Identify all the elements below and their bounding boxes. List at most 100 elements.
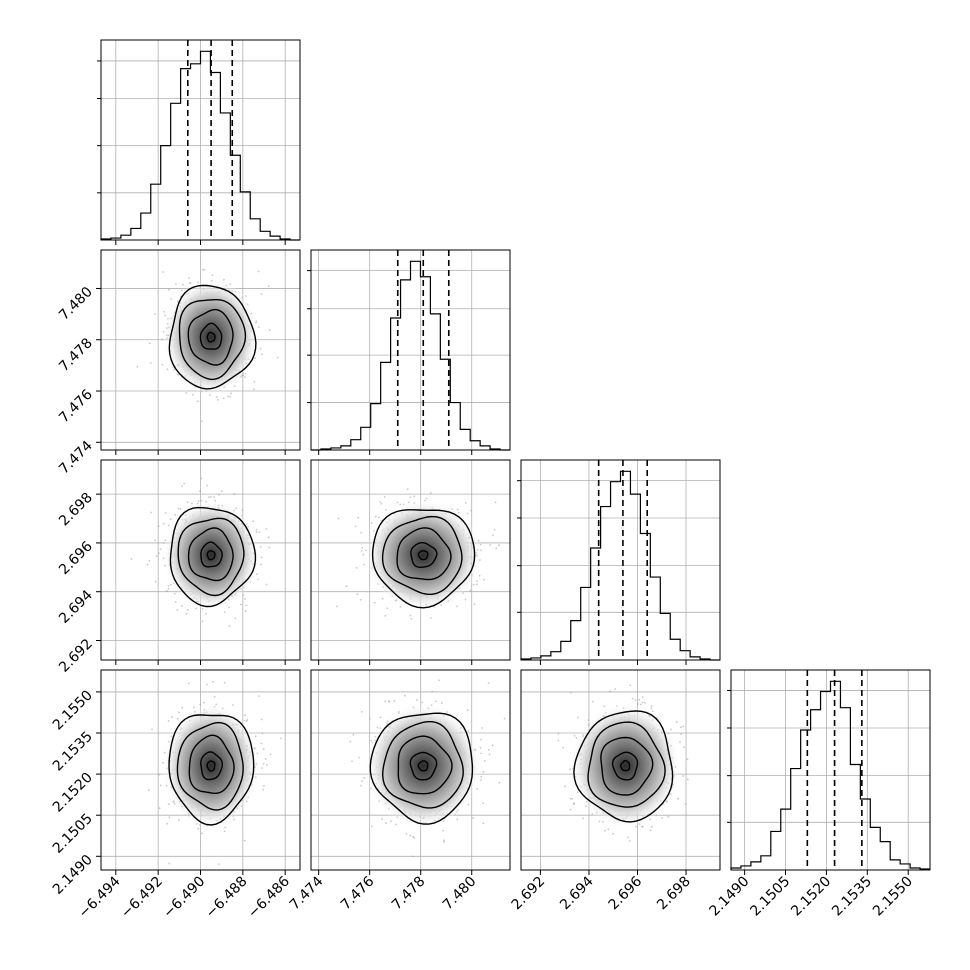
x-tick-label: −6.494 <box>76 873 124 921</box>
sample-point <box>220 490 223 493</box>
sample-point <box>628 840 631 842</box>
sample-point <box>234 617 237 620</box>
sample-point <box>429 492 432 494</box>
sample-point <box>162 522 165 525</box>
sample-point <box>409 614 412 617</box>
sample-point <box>206 683 208 686</box>
density-contour <box>200 751 224 781</box>
sample-point <box>223 830 226 833</box>
sample-point <box>381 597 384 600</box>
sample-point <box>216 399 219 401</box>
sample-point <box>680 726 682 728</box>
sample-point <box>358 756 361 759</box>
sample-point <box>155 555 158 558</box>
sample-point <box>374 515 377 518</box>
sample-point <box>675 721 678 724</box>
sample-point <box>158 773 161 776</box>
sample-point <box>638 698 640 701</box>
sample-point <box>472 817 474 819</box>
sample-point <box>604 829 606 832</box>
density-contour <box>206 760 216 772</box>
sample-point <box>360 550 363 552</box>
x-tick-label: 2.696 <box>606 873 646 913</box>
sample-point <box>498 781 501 784</box>
sample-point <box>482 802 484 805</box>
sample-point <box>167 524 170 527</box>
density-contour <box>178 299 247 381</box>
sample-point <box>162 271 165 273</box>
sample-point <box>261 767 263 769</box>
sample-point <box>557 732 560 735</box>
density-contour <box>187 308 234 366</box>
density-contour <box>168 714 255 826</box>
y-tick-label: 2.1490 <box>50 852 96 898</box>
panel-frame <box>310 459 511 661</box>
panel-frame <box>310 249 511 451</box>
sample-point <box>261 353 263 356</box>
sample-point <box>264 757 267 760</box>
sample-point <box>493 529 496 531</box>
sample-point <box>191 393 194 396</box>
sample-point <box>683 746 685 749</box>
sample-point <box>371 825 373 828</box>
sample-point <box>255 531 258 533</box>
sample-point <box>217 863 220 865</box>
sample-point <box>200 477 203 480</box>
sample-point <box>682 775 685 777</box>
sample-point <box>148 342 151 345</box>
sample-point <box>177 507 180 510</box>
density-contour <box>188 734 235 795</box>
sample-point <box>370 522 373 524</box>
density-contour <box>417 760 429 772</box>
sample-point <box>218 493 220 496</box>
sample-point <box>383 496 386 498</box>
sample-point <box>185 392 188 394</box>
sample-point <box>416 699 418 701</box>
sample-point <box>154 313 156 315</box>
sample-point <box>612 832 615 835</box>
sample-point <box>164 314 167 317</box>
sample-point <box>150 511 153 514</box>
density-contour <box>573 710 674 823</box>
sample-point <box>228 625 231 627</box>
sample-point <box>136 365 139 368</box>
sample-point <box>387 700 390 702</box>
sample-point <box>243 839 246 842</box>
sample-point <box>629 684 632 687</box>
sample-point <box>244 598 246 600</box>
sample-point <box>244 714 246 717</box>
x-tick-label: −6.488 <box>203 874 251 922</box>
density-contour <box>199 322 223 350</box>
sample-point <box>425 497 428 500</box>
sample-point <box>603 705 606 708</box>
sample-point <box>185 612 188 615</box>
sample-point <box>476 580 478 583</box>
sample-point <box>607 828 610 831</box>
sample-point <box>466 512 469 515</box>
sample-point <box>503 717 506 720</box>
sample-point <box>216 396 218 398</box>
panel-2-2 <box>517 459 721 665</box>
sample-point <box>227 395 230 398</box>
sample-point <box>431 690 434 693</box>
sample-point <box>188 277 191 279</box>
sample-point <box>413 495 416 498</box>
sample-point <box>210 496 212 498</box>
density-contour <box>371 509 476 609</box>
density-contour <box>369 712 474 825</box>
density-contour <box>177 517 245 597</box>
sample-point <box>476 583 478 586</box>
sample-point <box>409 834 412 837</box>
density-contour <box>168 284 257 390</box>
sample-point <box>380 502 383 505</box>
sample-point <box>410 618 413 620</box>
sample-point <box>157 552 160 555</box>
x-tick-label: 2.692 <box>509 874 549 914</box>
sample-point <box>164 512 167 514</box>
sample-point <box>183 482 186 485</box>
sample-point <box>679 741 681 743</box>
panel-frame <box>520 669 721 871</box>
sample-point <box>268 329 271 331</box>
y-tick-label: 2.694 <box>56 587 96 627</box>
x-tick-label: 2.1505 <box>747 874 793 920</box>
